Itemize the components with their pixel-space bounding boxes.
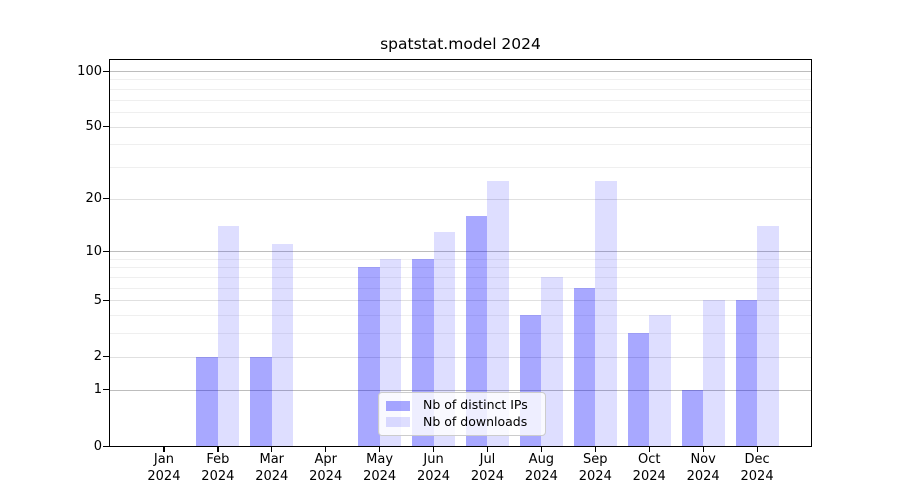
y-axis-tick: [103, 299, 110, 302]
gridline-minor: [110, 88, 811, 90]
gridline-minor: [110, 267, 811, 269]
gridline-major: [110, 126, 811, 128]
gridline-minor: [110, 111, 811, 113]
x-axis-tick: [379, 447, 381, 452]
gridline-minor: [110, 315, 811, 317]
x-axis-tick: [271, 447, 273, 452]
y-axis-tick-label: 10: [85, 243, 102, 259]
y-axis-tick: [103, 445, 110, 447]
gridline-minor: [110, 99, 811, 101]
x-axis-tick-label: Jun 2024: [416, 452, 451, 484]
legend-label-downloads: Nb of downloads: [423, 414, 528, 430]
bar-distinct-ips-jul: [465, 215, 488, 446]
x-axis-tick: [756, 447, 758, 452]
y-axis-tick: [103, 250, 110, 252]
plot-area: [109, 59, 812, 447]
bar-downloads-aug: [541, 277, 563, 446]
bar-downloads-oct: [649, 315, 671, 446]
x-axis-tick: [325, 447, 327, 452]
bar-downloads-feb: [217, 225, 240, 446]
gridline-major: [110, 356, 811, 358]
x-axis-tick-label: Feb 2024: [201, 452, 235, 484]
legend-swatch-distinct-ips: [386, 400, 410, 411]
x-axis-tick: [163, 447, 165, 452]
gridline-minor: [110, 287, 811, 289]
y-axis-tick: [103, 356, 110, 358]
x-axis-tick-label: Dec 2024: [740, 452, 774, 484]
x-axis-tick-label: Sep 2024: [578, 452, 612, 484]
legend: Nb of distinct IPs Nb of downloads: [378, 392, 546, 436]
x-axis-tick-label: Aug 2024: [524, 452, 558, 484]
x-axis-tick: [702, 447, 704, 452]
x-axis-tick-label: Nov 2024: [686, 452, 720, 484]
gridline-decade: [110, 71, 811, 72]
gridline-minor: [110, 333, 811, 335]
y-axis-tick: [103, 126, 110, 128]
bar-distinct-ips-may: [358, 267, 380, 446]
x-axis-tick-label: Apr 2024: [309, 452, 343, 484]
x-axis-tick: [486, 447, 489, 452]
bar-distinct-ips-feb: [196, 356, 218, 446]
y-axis-tick: [103, 389, 110, 391]
gridline-minor: [110, 144, 811, 146]
legend-item-distinct-ips: Nb of distinct IPs: [386, 399, 537, 412]
y-axis-tick-label: 2: [93, 349, 102, 365]
y-axis-tick: [103, 70, 110, 72]
x-axis-tick-label: Oct 2024: [632, 452, 666, 484]
y-axis-tick: [103, 198, 110, 200]
x-axis-tick: [433, 447, 435, 452]
bar-distinct-ips-mar: [250, 356, 272, 446]
legend-item-downloads: Nb of downloads: [386, 416, 537, 429]
x-axis-tick: [594, 447, 596, 452]
x-axis-tick: [540, 447, 543, 452]
bar-downloads-nov: [703, 300, 725, 446]
x-axis-tick: [648, 447, 650, 452]
x-axis-tick: [217, 447, 219, 452]
bar-downloads-sep: [595, 181, 617, 446]
y-axis-tick-label: 20: [85, 191, 102, 207]
bar-downloads-dec: [757, 225, 779, 446]
gridline-decade: [110, 251, 811, 253]
chart-title: spatstat.model 2024: [380, 35, 541, 53]
gridline-decade: [110, 389, 811, 391]
legend-swatch-downloads: [386, 417, 410, 428]
y-axis-tick-label: 1: [93, 382, 102, 398]
y-axis-tick-label: 50: [85, 119, 102, 135]
gridline-major: [110, 300, 811, 302]
gridline-minor: [110, 277, 811, 279]
gridline-minor: [110, 166, 811, 168]
x-axis-tick-label: Jan 2024: [147, 452, 181, 484]
bar-downloads-mar: [271, 244, 294, 446]
x-axis-tick-label: May 2024: [363, 452, 397, 484]
y-axis-tick-label: 100: [77, 63, 102, 79]
bar-distinct-ips-dec: [735, 300, 758, 446]
x-axis-tick-label: Mar 2024: [255, 452, 289, 484]
bar-distinct-ips-oct: [627, 333, 650, 446]
y-axis-tick-label: 5: [93, 292, 102, 308]
x-axis-tick-label: Jul 2024: [470, 452, 504, 484]
bar-downloads-jul: [487, 181, 510, 446]
bar-distinct-ips-nov: [681, 389, 704, 446]
y-axis-tick-label: 0: [93, 438, 102, 454]
bar-distinct-ips-sep: [573, 287, 596, 446]
gridline-major: [110, 198, 811, 200]
gridline-minor: [110, 258, 811, 260]
legend-label-distinct-ips: Nb of distinct IPs: [423, 397, 528, 413]
gridline-minor: [110, 79, 811, 81]
